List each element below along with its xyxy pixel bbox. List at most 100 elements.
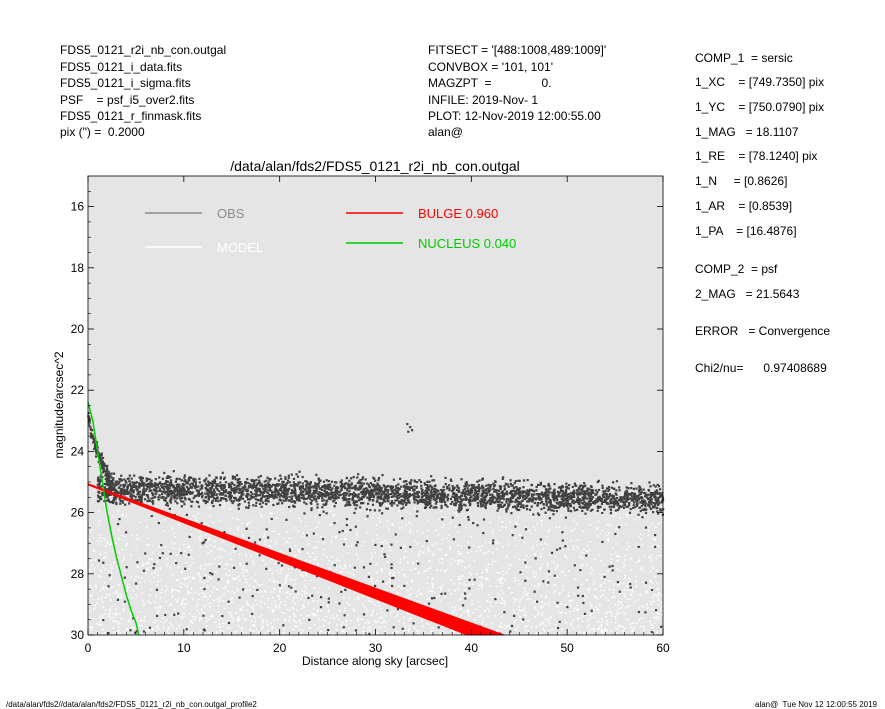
model-point — [553, 584, 555, 586]
obs-point — [174, 500, 176, 502]
model-point — [371, 578, 373, 580]
obs-point — [488, 488, 490, 490]
model-point — [181, 601, 183, 603]
model-point — [358, 599, 360, 601]
obs-point — [417, 502, 419, 504]
model-point — [230, 602, 232, 604]
obs-point — [334, 494, 336, 496]
obs-point — [452, 487, 454, 489]
model-point — [497, 579, 499, 581]
model-point — [380, 608, 382, 610]
model-point — [505, 527, 507, 529]
model-point — [383, 619, 385, 621]
obs-point — [225, 500, 227, 502]
model-point — [371, 553, 373, 555]
model-point — [484, 609, 486, 611]
obs-point — [147, 497, 149, 499]
obs-point — [500, 498, 502, 500]
model-point — [597, 609, 599, 611]
model-point — [385, 615, 387, 617]
model-point — [147, 544, 149, 546]
obs-point — [143, 492, 145, 494]
model-point — [336, 565, 338, 567]
model-point — [543, 548, 545, 550]
model-point — [471, 536, 473, 538]
model-point — [377, 538, 379, 540]
model-point — [555, 624, 557, 626]
obs-point — [484, 492, 486, 494]
model-point — [593, 583, 595, 585]
model-point — [346, 620, 348, 622]
model-point — [509, 628, 511, 630]
model-point — [651, 609, 653, 611]
obs-point — [324, 484, 326, 486]
model-point — [312, 552, 314, 554]
model-point — [450, 579, 452, 581]
model-point — [630, 589, 632, 591]
obs-point — [329, 486, 331, 488]
obs-point — [480, 501, 482, 503]
model-point — [174, 543, 176, 545]
model-point — [330, 510, 332, 512]
obs-point — [421, 492, 423, 494]
obs-point — [387, 497, 389, 499]
model-point — [101, 587, 103, 589]
model-point — [144, 581, 146, 583]
model-point — [522, 596, 524, 598]
model-point — [396, 541, 398, 543]
model-point — [245, 553, 247, 555]
model-point — [638, 599, 640, 601]
obs-point — [305, 503, 307, 505]
model-point — [112, 620, 114, 622]
model-point — [455, 560, 457, 562]
model-point — [456, 515, 458, 517]
model-point — [107, 594, 109, 596]
obs-point — [246, 478, 248, 480]
model-point — [239, 563, 241, 565]
model-point — [410, 617, 412, 619]
model-point — [599, 621, 601, 623]
obs-point — [426, 481, 428, 483]
model-point — [417, 573, 419, 575]
model-point — [98, 543, 100, 545]
model-point — [379, 617, 381, 619]
model-point — [353, 574, 355, 576]
model-point — [222, 549, 224, 551]
model-point — [546, 544, 548, 546]
model-point — [118, 538, 120, 540]
model-point — [330, 617, 332, 619]
model-point — [280, 601, 282, 603]
obs-point — [293, 478, 295, 480]
model-point — [539, 584, 541, 586]
model-point — [203, 613, 205, 615]
model-point — [514, 556, 516, 558]
model-point — [605, 616, 607, 618]
model-point — [247, 582, 249, 584]
model-point — [293, 601, 295, 603]
obs-point — [247, 507, 249, 509]
obs-point — [305, 490, 307, 492]
model-point — [428, 598, 430, 600]
model-point — [329, 622, 331, 624]
model-point — [430, 567, 432, 569]
obs-point — [628, 502, 630, 504]
obs-point — [374, 480, 376, 482]
model-point — [655, 526, 657, 528]
model-point — [537, 586, 539, 588]
model-point — [100, 624, 102, 626]
model-point — [587, 596, 589, 598]
model-point — [603, 564, 605, 566]
model-point — [304, 535, 306, 537]
obs-point — [137, 491, 139, 493]
model-point — [657, 588, 659, 590]
obs-point — [611, 487, 613, 489]
model-point — [489, 542, 491, 544]
obs-point — [510, 512, 512, 514]
model-point — [640, 538, 642, 540]
model-point — [460, 578, 462, 580]
obs-point — [505, 509, 507, 511]
obs-point — [581, 507, 583, 509]
model-point — [207, 603, 209, 605]
model-point — [342, 622, 344, 624]
obs-point — [407, 488, 409, 490]
